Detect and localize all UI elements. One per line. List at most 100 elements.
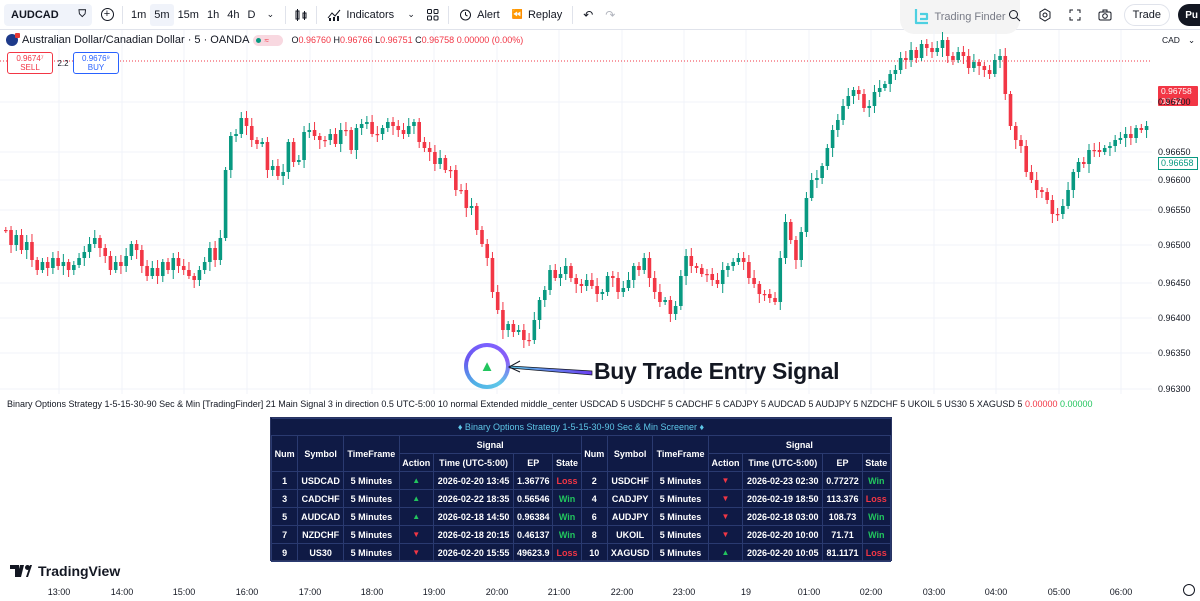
alert-button[interactable]: Alert [453, 4, 506, 26]
row-state: Loss [861, 543, 892, 562]
time-label: 21:00 [547, 587, 571, 597]
timeframe-15m[interactable]: 15m [177, 8, 199, 21]
row-time: 2026-02-19 18:50 [742, 489, 824, 508]
quick-search-icon[interactable] [1004, 4, 1026, 26]
price-label: 0.96300 [1158, 384, 1191, 394]
row-time: 2026-02-20 10:05 [742, 543, 824, 562]
row-num: 3 [270, 489, 299, 508]
undo-icon[interactable]: ↶ [583, 7, 594, 22]
symbol-flag-icon [6, 33, 20, 46]
screener-row: 1 USDCAD 5 Minutes ▲ 2026-02-20 13:45 1.36776… [270, 471, 892, 490]
indicators-button[interactable]: Indicators [321, 4, 400, 26]
row-entry-price: 108.73 [822, 507, 863, 526]
row-entry-price: 113.376 [822, 489, 863, 508]
row-state: Loss [552, 471, 582, 490]
fullscreen-icon[interactable] [1064, 4, 1086, 26]
time-label: 22:00 [610, 587, 634, 597]
trade-button[interactable]: Trade [1123, 4, 1170, 26]
price-label: 0.96700 [1158, 97, 1191, 107]
candlestick-chart[interactable] [0, 30, 1152, 394]
sell-button[interactable]: 0.9674⁷ SELL [7, 52, 53, 74]
screener-row: 7 NZDCHF 5 Minutes ▼ 2026-02-18 20:15 0.46137… [270, 525, 892, 544]
row-state: Loss [552, 543, 582, 562]
chart-settings-icon[interactable] [1183, 584, 1195, 596]
layout-grid-icon[interactable] [422, 4, 444, 26]
time-label: 13:00 [47, 587, 71, 597]
row-state: Win [861, 471, 892, 490]
spread-value: 2.2 [57, 58, 69, 68]
sell-arrow-icon: ▼ [707, 525, 744, 544]
row-time: 2026-02-23 02:30 [742, 471, 824, 490]
screener-row: 3 CADCHF 5 Minutes ▲ 2026-02-22 18:35 0.56546… [270, 489, 892, 508]
row-num: 9 [270, 543, 299, 562]
row-timeframe: 5 Minutes [652, 471, 709, 490]
indicators-icon [328, 9, 341, 21]
price-label: 0.96600 [1158, 175, 1191, 185]
row-entry-price: 49623.9 [513, 543, 554, 562]
price-label: 0.96350 [1158, 348, 1191, 358]
shield-icon[interactable]: ⛉ [78, 9, 87, 20]
row-time: 2026-02-20 10:00 [742, 525, 824, 544]
market-open-dot-icon [256, 37, 262, 43]
row-symbol: US30 [297, 543, 345, 562]
redo-icon[interactable]: ↷ [605, 7, 616, 22]
time-label: 15:00 [172, 587, 196, 597]
buy-button[interactable]: 0.9676⁹ BUY [73, 52, 119, 74]
indicator-status-line[interactable]: Binary Options Strategy 1-5-15-30-90 Sec… [7, 399, 1093, 409]
symbol-search[interactable]: AUDCAD ⛉ [4, 3, 92, 26]
row-symbol: CADJPY [606, 489, 654, 508]
price-label: 0.96500 [1158, 240, 1191, 250]
row-time: 2026-02-20 13:45 [433, 471, 515, 490]
row-time: 2026-02-20 15:55 [433, 543, 515, 562]
header-row-1: Num Symbol TimeFrame Signal Num Symbol T… [270, 435, 892, 472]
row-time: 2026-02-18 14:50 [433, 507, 515, 526]
publish-button[interactable]: Pu [1178, 4, 1200, 26]
row-state: Loss [861, 489, 892, 508]
row-timeframe: 5 Minutes [652, 525, 709, 544]
timeframe-5m[interactable]: 5m [150, 3, 174, 26]
settings-gear-icon[interactable] [1034, 4, 1056, 26]
timeframe-4h[interactable]: 4h [227, 8, 240, 21]
rewind-icon: ⏪ [511, 9, 523, 19]
row-time: 2026-02-18 03:00 [742, 507, 824, 526]
divider [285, 5, 287, 24]
row-timeframe: 5 Minutes [343, 489, 400, 508]
add-symbol-icon[interactable]: + [96, 4, 118, 26]
row-num: 5 [270, 507, 299, 526]
annotation-arrow-icon [507, 360, 593, 376]
timeframe-D[interactable]: D [247, 8, 256, 21]
indicators-dropdown-icon[interactable]: ⌄ [407, 9, 415, 19]
timeframe-1m[interactable]: 1m [131, 8, 147, 21]
row-timeframe: 5 Minutes [343, 525, 400, 544]
camera-icon[interactable] [1094, 4, 1116, 26]
price-label: 0.96450 [1158, 278, 1191, 288]
market-status-pill[interactable]: ≈ [253, 34, 284, 46]
chevron-down-icon[interactable]: ⌄ [266, 9, 275, 19]
timeframe-1h[interactable]: 1h [206, 8, 220, 21]
screener-row: 9 US30 5 Minutes ▼ 2026-02-20 15:55 49623.9 Lo… [270, 543, 892, 562]
time-label: 04:00 [984, 587, 1008, 597]
time-label: 02:00 [859, 587, 883, 597]
trading-finder-watermark: Trading Finder [900, 0, 1020, 34]
tradingview-logo[interactable]: TradingView [10, 563, 120, 579]
replay-button[interactable]: ⏪ Replay [511, 8, 563, 21]
candlestick-icon[interactable] [290, 4, 312, 26]
sell-arrow-icon: ▼ [398, 543, 435, 562]
time-label: 19:00 [422, 587, 446, 597]
currency-selector[interactable]: CAD ⌄ [1162, 35, 1196, 45]
row-num: 4 [580, 489, 608, 508]
buy-signal-highlight: ▲ [464, 343, 510, 389]
divider [316, 5, 318, 24]
sell-arrow-icon: ▼ [707, 507, 744, 526]
row-symbol: XAGUSD [606, 543, 654, 562]
chevron-down-icon: ⌄ [1187, 35, 1196, 45]
row-state: Win [861, 525, 892, 544]
row-symbol: NZDCHF [297, 525, 345, 544]
screener-title-row: ♦ Binary Options Strategy 1-5-15-30-90 S… [271, 418, 891, 436]
row-entry-price: 0.46137 [513, 525, 554, 544]
symbol-title[interactable]: Australian Dollar/Canadian Dollar · 5 · … [22, 34, 250, 46]
price-axis[interactable]: 0.96758 00:52 0.96658 0.96700 0.96650 0.96… [1152, 30, 1200, 394]
row-num: 6 [580, 507, 608, 526]
time-axis[interactable]: 13:00 14:00 15:00 16:00 17:00 18:00 19:00 20:00… [0, 581, 1200, 601]
chart-legend: Australian Dollar/Canadian Dollar · 5 · … [6, 33, 523, 46]
